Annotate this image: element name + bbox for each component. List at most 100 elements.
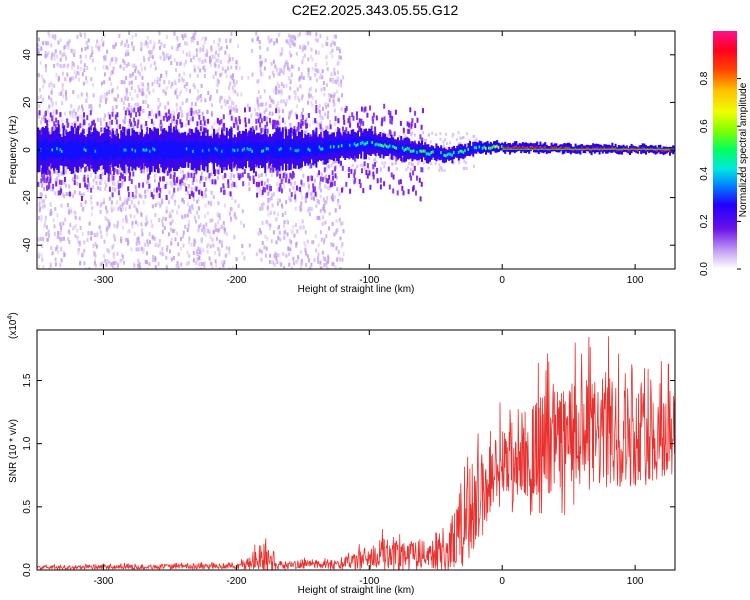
spectrogram-cell xyxy=(73,53,76,58)
spectrogram-cell xyxy=(163,44,166,48)
spectrogram-cell xyxy=(81,231,84,236)
spectrogram-cell xyxy=(239,173,242,179)
spectrogram-cell xyxy=(133,214,136,219)
spectrogram-cell xyxy=(59,112,62,118)
spectrogram-cell xyxy=(310,47,313,52)
spectrogram-cell xyxy=(248,243,251,248)
spectrogram-cell xyxy=(259,206,262,211)
spectrogram-cell xyxy=(158,193,161,199)
spectrogram-cell xyxy=(86,184,89,190)
spectrogram-cell xyxy=(153,173,156,178)
spectrogram-cell xyxy=(137,119,140,125)
spectrogram-cell xyxy=(171,81,174,86)
spectrogram-cell xyxy=(151,47,154,52)
spectrogram-cell xyxy=(406,121,409,127)
spectrogram-cell xyxy=(143,42,146,46)
spectrogram-cell xyxy=(255,118,258,124)
spectrogram-cell xyxy=(106,49,109,54)
spectrogram-cell xyxy=(268,75,271,80)
spectrogram-cell xyxy=(192,197,195,202)
spectrogram-cell xyxy=(152,254,155,259)
spectrogram-cell xyxy=(109,62,112,67)
spectrogram-cell xyxy=(358,141,361,150)
spectrogram-cell xyxy=(138,247,141,252)
spectrogram-cell xyxy=(99,118,102,122)
spectrogram-cell xyxy=(75,74,77,79)
spectrogram-cell xyxy=(124,52,127,57)
spectrogram-cell xyxy=(181,101,184,106)
spectrogram-cell xyxy=(463,166,466,170)
spectrogram-cell xyxy=(165,264,168,269)
spectrogram-cell xyxy=(325,41,328,46)
spectrogram-cell xyxy=(137,263,140,268)
spectrogram-cell xyxy=(158,39,161,44)
spectrogram-cell xyxy=(401,185,404,191)
snr-y-tick-label: 0.0 xyxy=(22,563,33,577)
spectrogram-cell xyxy=(85,267,88,269)
spectrogram-cell xyxy=(57,120,60,126)
spectrogram-cell xyxy=(56,213,59,218)
spectrogram-cell xyxy=(89,55,92,60)
spectrogram-cell xyxy=(307,184,310,189)
spectrogram-cell xyxy=(185,186,188,192)
spectrogram-cell xyxy=(167,109,170,115)
spectrogram-cell xyxy=(273,41,276,46)
spectrogram-cell xyxy=(231,183,234,188)
spectrogram-cell xyxy=(473,164,475,168)
spectrogram-cell xyxy=(107,172,110,178)
spectrogram-cell xyxy=(111,245,114,250)
spectrogram-cell xyxy=(221,66,224,71)
spectrogram-cell xyxy=(102,254,105,258)
spectrogram-cell xyxy=(414,123,417,129)
spectrogram-cell xyxy=(355,159,358,163)
spectrogram-cell xyxy=(263,89,266,94)
spectrogram-cell xyxy=(381,117,384,123)
spectrogram-cell xyxy=(425,152,428,156)
spectrogram-cell xyxy=(322,240,325,245)
spectrogram-cell xyxy=(335,230,338,235)
spectrogram-cell xyxy=(297,122,300,128)
spectrogram-cell xyxy=(175,68,177,72)
spectrogram-cell xyxy=(163,57,166,61)
spectrogram-cell xyxy=(208,177,211,182)
spectrogram-cell xyxy=(463,159,466,163)
spectrogram-cell xyxy=(308,206,311,211)
spectrogram-cell xyxy=(141,228,144,233)
spectrogram-cell xyxy=(133,117,136,123)
spectrogram-cell xyxy=(288,38,291,43)
spectrogram-cell xyxy=(116,200,118,205)
spectrogram-cell xyxy=(408,161,411,165)
spectrogram-cell xyxy=(199,223,202,227)
spectrogram-cell xyxy=(504,146,507,149)
spectrogram-cell xyxy=(350,168,353,174)
spectrogram-cell xyxy=(163,53,166,57)
spectrogram-cell xyxy=(461,149,463,153)
spectrogram-cell xyxy=(321,206,324,211)
spectrogram-cell xyxy=(465,161,468,165)
spectrogram-cell xyxy=(319,176,322,182)
spectrogram-cell xyxy=(208,230,211,235)
spectrogram-cell xyxy=(388,129,391,135)
spectrogram-cell xyxy=(421,167,424,173)
spectrogram-cell xyxy=(50,246,53,251)
spectrogram-cell xyxy=(68,191,71,197)
spectrogram-cell xyxy=(90,236,92,241)
spectrogram-cell xyxy=(355,144,358,147)
spectrogram-cell xyxy=(156,79,159,84)
spectrogram-cell xyxy=(608,147,611,150)
spectrogram-cell xyxy=(233,182,236,188)
spectrogram-cell xyxy=(179,169,182,174)
spectrogram-cell xyxy=(313,178,316,183)
spectrogram-cell xyxy=(322,81,325,85)
spectrogram-cell xyxy=(154,256,157,261)
spectrogram-cell xyxy=(70,139,73,161)
spectrogram-cell xyxy=(195,139,198,160)
spectrogram-cell xyxy=(158,168,161,174)
spectrogram-cell xyxy=(486,144,489,150)
spectrogram-cell xyxy=(108,186,111,192)
spectrogram-cell xyxy=(286,131,289,136)
spectrogram-cell xyxy=(339,55,342,60)
spectrogram-cell xyxy=(206,211,209,216)
spectrogram-cell xyxy=(356,122,359,128)
spectrogram-cell xyxy=(268,111,271,116)
